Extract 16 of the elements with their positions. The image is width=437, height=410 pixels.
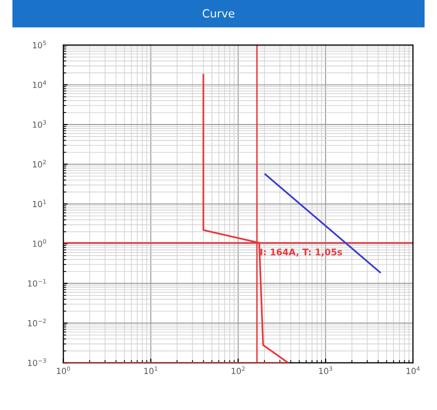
x-tick-label: 10$^{1}$	[144, 366, 158, 374]
y-tick-label: 10$^{4}$	[32, 80, 46, 88]
y-tick-label: 10$^{2}$	[32, 160, 46, 168]
x-tick-label: 10$^{2}$	[232, 366, 245, 374]
y-tick-label: 10$^{3}$	[32, 120, 46, 128]
y-tick-label: 10$^{−1}$	[28, 279, 46, 287]
y-tick-label: 10$^{5}$	[32, 40, 46, 48]
annotation: I: 164A, T: 1,05s	[260, 248, 342, 257]
x-tick-label: 10$^{0}$	[56, 366, 70, 374]
y-tick-label: 10$^{1}$	[32, 200, 46, 208]
y-tick-label: 10$^{−2}$	[28, 318, 46, 326]
y-tick-label: 10$^{−3}$	[28, 358, 46, 366]
y-tick-label: 10$^{0}$	[32, 239, 46, 247]
x-tick-label: 10$^{4}$	[406, 366, 420, 374]
x-tick-label: 10$^{3}$	[319, 366, 332, 374]
chart-title: Curve	[202, 9, 234, 18]
